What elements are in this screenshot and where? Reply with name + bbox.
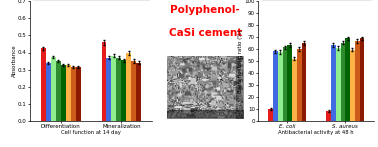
- Bar: [287, 45, 292, 121]
- Bar: [76, 67, 81, 121]
- Bar: [51, 57, 56, 121]
- Bar: [60, 65, 66, 121]
- Bar: [46, 63, 51, 121]
- Bar: [112, 56, 116, 121]
- Bar: [268, 109, 273, 121]
- Bar: [350, 50, 355, 121]
- Y-axis label: Absorbance: Absorbance: [12, 45, 17, 77]
- Bar: [302, 43, 306, 121]
- Bar: [121, 60, 126, 121]
- X-axis label: Cell function at 14 day: Cell function at 14 day: [61, 130, 121, 135]
- Bar: [278, 52, 283, 121]
- Bar: [336, 48, 341, 121]
- Bar: [345, 38, 350, 121]
- Bar: [283, 47, 287, 121]
- Bar: [116, 58, 121, 121]
- Bar: [66, 65, 71, 121]
- X-axis label: Antibacterial activity at 48 h: Antibacterial activity at 48 h: [279, 130, 354, 135]
- Text: Polyphenol-: Polyphenol-: [170, 5, 240, 15]
- Bar: [359, 38, 364, 121]
- Bar: [136, 63, 141, 121]
- Text: CaSi cement: CaSi cement: [169, 28, 242, 38]
- Bar: [71, 67, 76, 121]
- Bar: [341, 42, 345, 121]
- Bar: [355, 41, 359, 121]
- Bar: [107, 58, 112, 121]
- Y-axis label: Bacteriostatic ratio (%): Bacteriostatic ratio (%): [238, 29, 243, 93]
- Bar: [297, 49, 302, 121]
- Bar: [132, 61, 136, 121]
- Bar: [326, 111, 331, 121]
- Bar: [102, 42, 107, 121]
- Bar: [41, 48, 46, 121]
- Bar: [273, 51, 278, 121]
- Bar: [292, 59, 297, 121]
- Bar: [56, 61, 60, 121]
- Bar: [126, 53, 132, 121]
- Bar: [331, 45, 336, 121]
